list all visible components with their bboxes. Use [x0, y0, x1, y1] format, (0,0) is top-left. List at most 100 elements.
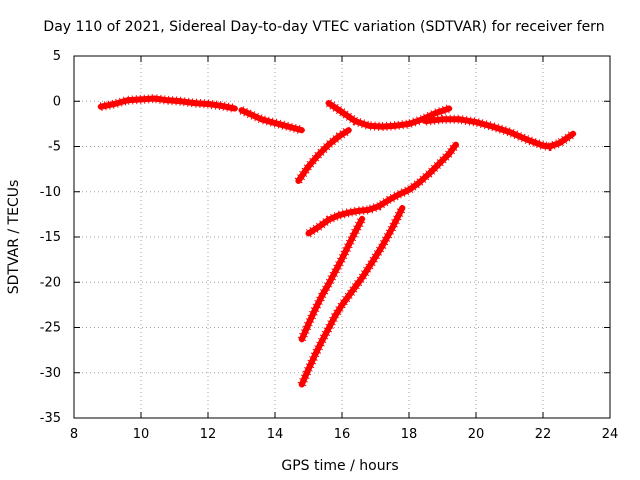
x-tick-label: 14	[267, 427, 284, 442]
data-point	[395, 191, 402, 198]
data-point	[489, 123, 496, 130]
data-point	[389, 224, 396, 231]
series-arc-4	[422, 114, 577, 152]
series-band	[305, 141, 459, 237]
data-point	[312, 351, 319, 358]
data-point	[352, 118, 359, 125]
data-point	[218, 102, 225, 109]
data-point	[546, 143, 553, 150]
x-axis-label: GPS time / hours	[281, 458, 398, 474]
series-arc-8	[297, 205, 407, 388]
chart-title: Day 110 of 2021, Sidereal Day-to-day VTE…	[43, 19, 604, 35]
data-point	[178, 98, 185, 105]
data-point	[506, 129, 513, 136]
data-point	[456, 116, 463, 123]
data-point	[339, 255, 345, 262]
data-point	[164, 97, 171, 104]
y-tick-label: 0	[53, 94, 61, 109]
series-arc-5	[294, 126, 352, 184]
series-ticks	[425, 114, 576, 152]
data-point	[97, 103, 104, 110]
data-point	[399, 205, 406, 212]
data-point	[349, 288, 356, 295]
data-point	[278, 121, 285, 128]
series-ticks	[99, 93, 236, 113]
data-point	[138, 96, 144, 103]
data-point	[238, 107, 245, 114]
x-tick-label: 12	[200, 427, 217, 442]
y-tick-label: -35	[40, 411, 61, 426]
data-point	[345, 209, 352, 216]
data-point	[436, 160, 443, 167]
series-arc-7	[297, 215, 367, 343]
x-tick-label: 18	[401, 427, 418, 442]
data-point	[439, 116, 446, 123]
data-point	[359, 274, 366, 281]
x-tick-label: 8	[70, 427, 78, 442]
y-tick-label: 5	[53, 49, 61, 64]
series-arc-1	[97, 93, 238, 113]
data-point	[426, 170, 433, 177]
data-point	[335, 212, 342, 219]
data-point	[305, 320, 312, 327]
data-point	[523, 136, 530, 143]
data-point	[379, 123, 386, 130]
data-point	[332, 312, 339, 319]
data-point	[335, 133, 342, 140]
series-ticks	[297, 216, 367, 342]
data-point	[359, 215, 366, 222]
data-point	[332, 268, 339, 275]
series-arc-2	[238, 106, 305, 135]
y-tick-label: -5	[48, 140, 61, 155]
data-point	[124, 97, 131, 104]
y-tick-label: -30	[40, 366, 61, 381]
data-point	[248, 111, 255, 118]
data-point	[318, 292, 325, 299]
y-tick-label: -10	[40, 185, 61, 200]
axis-ticks: 8 10 12 14 16 18 20 22 24 5 0 -5 -10 -15 -20 -25 -30 -35	[40, 49, 619, 442]
data-point	[298, 127, 305, 134]
data-point	[191, 100, 198, 107]
data-point	[325, 141, 332, 148]
data-point	[540, 142, 546, 149]
data-point	[345, 127, 352, 134]
data-point	[268, 119, 275, 126]
x-tick-label: 16	[334, 427, 351, 442]
data-point	[231, 105, 238, 112]
y-tick-label: -20	[40, 275, 61, 290]
data-point	[258, 116, 265, 123]
data-point	[339, 301, 345, 308]
data-point	[446, 150, 453, 157]
data-point	[339, 109, 345, 116]
x-tick-label: 24	[602, 427, 619, 442]
data-point	[312, 306, 319, 313]
data-point	[369, 259, 376, 266]
data-point	[352, 228, 359, 235]
data-point	[473, 119, 479, 126]
data-point	[406, 120, 412, 127]
data-point	[392, 122, 399, 129]
data-point	[318, 338, 325, 345]
x-tick-label: 20	[468, 427, 485, 442]
series-arc-3	[325, 99, 453, 132]
data-point	[379, 243, 386, 250]
data-point	[325, 100, 332, 107]
data-point	[385, 196, 392, 203]
data-series	[97, 93, 577, 388]
data-point	[355, 207, 362, 214]
data-point	[151, 95, 158, 102]
data-point	[452, 141, 459, 148]
data-point	[325, 281, 332, 288]
data-point	[205, 100, 211, 107]
data-point	[305, 230, 312, 237]
series-ticks	[326, 99, 451, 132]
data-point	[416, 179, 423, 186]
x-tick-label: 10	[133, 427, 150, 442]
data-point	[111, 100, 118, 107]
data-point	[315, 151, 322, 158]
y-tick-label: -15	[40, 230, 61, 245]
series-ticks	[294, 126, 352, 184]
data-point	[375, 203, 382, 210]
data-point	[298, 336, 305, 343]
data-point	[432, 110, 439, 117]
